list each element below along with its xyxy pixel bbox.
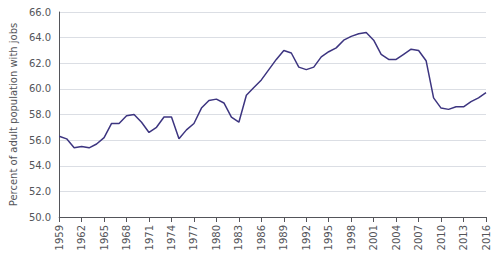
svg-text:1971: 1971 [144,225,155,250]
svg-text:1974: 1974 [166,225,177,250]
svg-text:1983: 1983 [233,225,244,250]
svg-text:1995: 1995 [323,225,334,250]
svg-text:1998: 1998 [346,225,357,250]
svg-text:Percent of adult population wi: Percent of adult population with jobs [8,23,19,207]
svg-text:52.0: 52.0 [29,186,51,197]
svg-text:2007: 2007 [413,225,424,250]
svg-text:66.0: 66.0 [29,7,51,18]
svg-text:2016: 2016 [481,225,492,250]
svg-text:1980: 1980 [211,225,222,250]
svg-text:50.0: 50.0 [29,212,51,223]
svg-text:64.0: 64.0 [29,32,51,43]
svg-text:2004: 2004 [391,225,402,250]
svg-text:1986: 1986 [256,225,267,250]
svg-text:1992: 1992 [301,225,312,250]
svg-text:2010: 2010 [436,225,447,250]
svg-text:2001: 2001 [368,225,379,250]
svg-text:58.0: 58.0 [29,109,51,120]
svg-text:1977: 1977 [188,225,199,250]
svg-text:56.0: 56.0 [29,135,51,146]
svg-text:1965: 1965 [99,225,110,250]
svg-text:2013: 2013 [458,225,469,250]
svg-text:1989: 1989 [278,225,289,250]
svg-text:1968: 1968 [121,225,132,250]
svg-text:62.0: 62.0 [29,58,51,69]
svg-text:1962: 1962 [76,225,87,250]
svg-text:1959: 1959 [54,225,65,250]
svg-text:60.0: 60.0 [29,83,51,94]
svg-text:54.0: 54.0 [29,160,51,171]
